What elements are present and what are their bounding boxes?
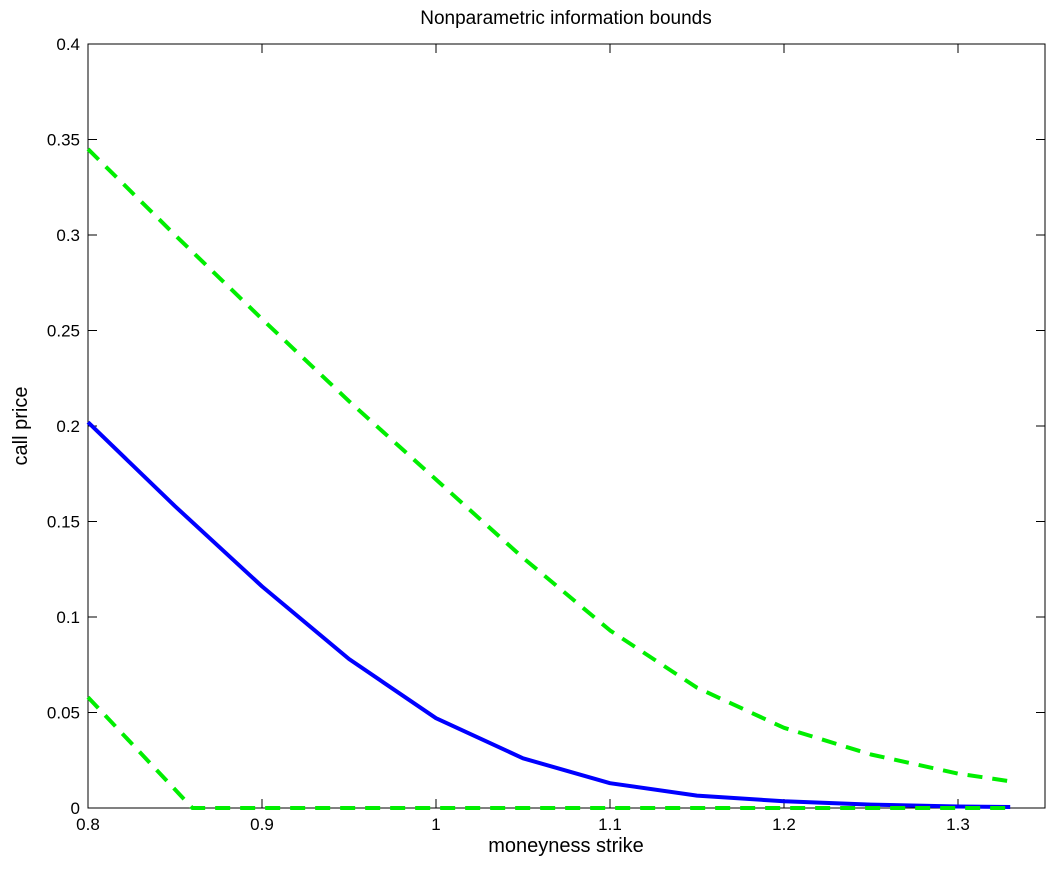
x-tick-label: 0.8 — [76, 815, 100, 834]
y-tick-label: 0.15 — [47, 513, 80, 532]
y-tick-label: 0.2 — [56, 417, 80, 436]
y-tick-label: 0.05 — [47, 704, 80, 723]
x-tick-label: 1.3 — [946, 815, 970, 834]
series-layer — [86, 147, 1011, 810]
y-tick-label: 0.25 — [47, 322, 80, 341]
x-tick-label: 1.2 — [772, 815, 796, 834]
y-tick-label: 0 — [71, 799, 80, 818]
x-tick-label: 1.1 — [598, 815, 622, 834]
series-line-1 — [86, 420, 1011, 809]
x-axis-title: moneyness strike — [488, 835, 644, 857]
plot-area — [87, 43, 1046, 809]
chart-title: Nonparametric information bounds — [420, 8, 712, 29]
y-tick-label: 0.35 — [47, 131, 80, 150]
y-tick-label: 0.3 — [56, 226, 80, 245]
y-tick-label: 0.1 — [56, 608, 80, 627]
y-axis-title: call price — [10, 387, 32, 466]
x-tick-label: 0.9 — [250, 815, 274, 834]
series-line-2 — [86, 147, 1011, 784]
y-axis-ticks: 0 0.05 0.1 0.15 0.2 0.25 0.3 0.35 0.4 — [47, 35, 1045, 818]
x-axis-ticks: 0.8 0.9 1 1.1 1.2 1.3 — [76, 44, 970, 834]
series-line-3 — [86, 695, 1011, 810]
x-tick-label: 1 — [431, 815, 440, 834]
y-tick-label: 0.4 — [56, 35, 80, 54]
